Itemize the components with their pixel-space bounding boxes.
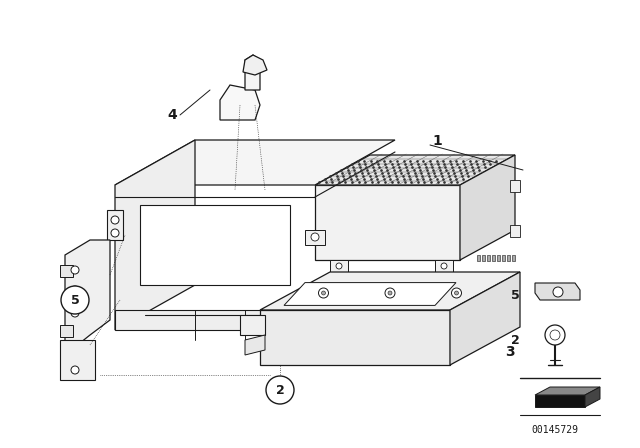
Circle shape	[71, 266, 79, 274]
Text: 00145729: 00145729	[531, 425, 579, 435]
Text: 4: 4	[167, 108, 177, 122]
Circle shape	[319, 288, 328, 298]
Circle shape	[111, 216, 119, 224]
Circle shape	[451, 288, 461, 298]
Text: 1: 1	[432, 134, 442, 148]
Text: 2: 2	[276, 383, 284, 396]
Polygon shape	[60, 265, 73, 277]
Circle shape	[71, 309, 79, 317]
Polygon shape	[60, 340, 95, 380]
Polygon shape	[506, 255, 509, 261]
Circle shape	[388, 291, 392, 295]
Circle shape	[385, 288, 395, 298]
Polygon shape	[435, 260, 453, 272]
Polygon shape	[510, 180, 520, 192]
Circle shape	[336, 263, 342, 269]
Polygon shape	[107, 210, 123, 240]
Circle shape	[545, 325, 565, 345]
Circle shape	[266, 376, 294, 404]
Circle shape	[553, 287, 563, 297]
Polygon shape	[460, 155, 515, 260]
Circle shape	[71, 366, 79, 374]
Circle shape	[61, 286, 89, 314]
Polygon shape	[65, 240, 110, 355]
Text: 5: 5	[511, 289, 520, 302]
Text: 5: 5	[70, 293, 79, 306]
Polygon shape	[511, 255, 515, 261]
Polygon shape	[60, 325, 73, 337]
Polygon shape	[492, 255, 495, 261]
Polygon shape	[284, 283, 456, 306]
Polygon shape	[535, 283, 580, 300]
Polygon shape	[245, 335, 265, 355]
Polygon shape	[115, 310, 315, 330]
Circle shape	[454, 291, 458, 295]
Polygon shape	[240, 315, 265, 335]
Polygon shape	[315, 185, 460, 260]
Text: 2: 2	[511, 333, 520, 346]
Circle shape	[71, 286, 79, 294]
Circle shape	[441, 263, 447, 269]
Polygon shape	[220, 85, 260, 120]
Text: 3: 3	[505, 345, 515, 359]
Circle shape	[111, 229, 119, 237]
Polygon shape	[315, 155, 515, 185]
Polygon shape	[535, 387, 600, 395]
Polygon shape	[510, 225, 520, 237]
Polygon shape	[497, 255, 499, 261]
Circle shape	[321, 291, 326, 295]
Polygon shape	[305, 230, 325, 245]
Polygon shape	[260, 272, 520, 310]
Polygon shape	[115, 140, 395, 185]
Circle shape	[311, 233, 319, 241]
Polygon shape	[245, 55, 260, 90]
Polygon shape	[243, 55, 267, 75]
Polygon shape	[481, 255, 484, 261]
Polygon shape	[502, 255, 504, 261]
Polygon shape	[330, 260, 348, 272]
Polygon shape	[535, 395, 585, 407]
Polygon shape	[140, 205, 290, 285]
Polygon shape	[585, 387, 600, 407]
Polygon shape	[477, 255, 479, 261]
Polygon shape	[450, 272, 520, 365]
Circle shape	[550, 330, 560, 340]
Polygon shape	[260, 310, 450, 365]
Polygon shape	[486, 255, 490, 261]
Polygon shape	[115, 140, 195, 330]
